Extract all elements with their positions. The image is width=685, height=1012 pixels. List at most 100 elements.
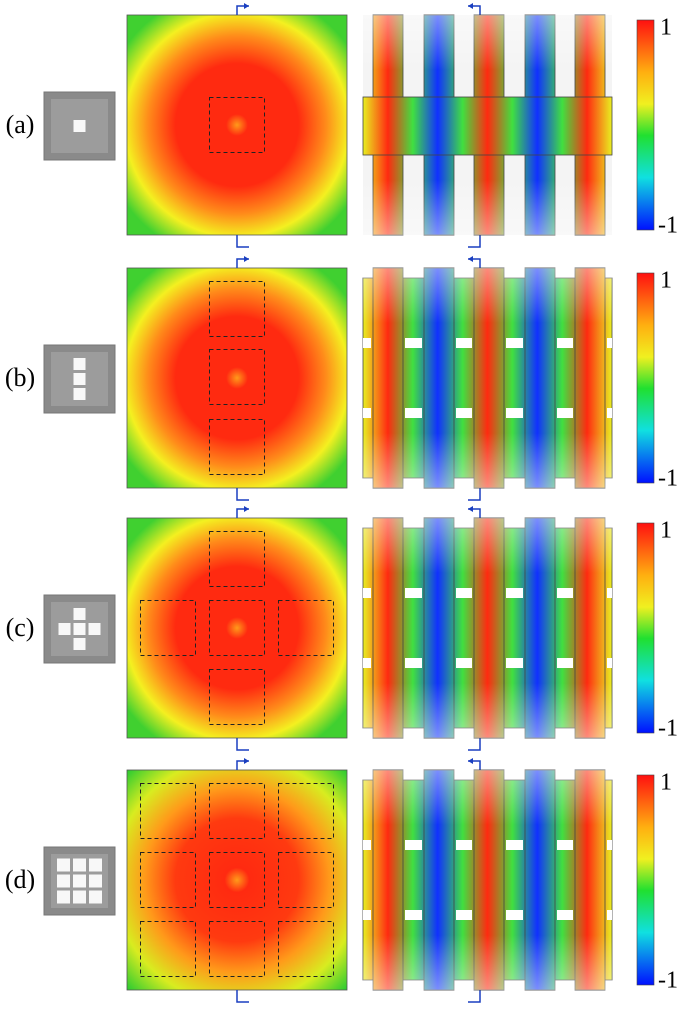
gap bbox=[607, 910, 612, 920]
port-arrow bbox=[236, 760, 249, 770]
gap bbox=[506, 338, 523, 348]
gap bbox=[405, 338, 422, 348]
gap bbox=[557, 658, 573, 668]
gap bbox=[363, 910, 371, 920]
gap bbox=[607, 840, 612, 850]
icon-cell bbox=[73, 623, 86, 635]
icon-cell bbox=[89, 858, 102, 872]
icon-cell bbox=[73, 388, 86, 400]
row: (a) 1 -1 bbox=[6, 3, 678, 248]
fade bbox=[363, 268, 612, 488]
port-arrow bbox=[468, 508, 481, 518]
icon-cell bbox=[73, 874, 86, 888]
gap bbox=[363, 658, 371, 668]
gap bbox=[557, 338, 573, 348]
dashed-box bbox=[209, 783, 265, 839]
colorbar-min: -1 bbox=[658, 213, 678, 239]
colorbar-min: -1 bbox=[658, 716, 678, 742]
row: (b) 1 -1 bbox=[5, 256, 678, 501]
gap bbox=[506, 658, 523, 668]
port-arrow bbox=[236, 990, 249, 1003]
colorbar-max: 1 bbox=[660, 15, 672, 41]
icon-cell bbox=[57, 858, 70, 872]
gap bbox=[557, 910, 573, 920]
port-arrow bbox=[236, 258, 249, 268]
gap bbox=[405, 910, 422, 920]
icon-cell bbox=[73, 608, 86, 620]
row-label: (c) bbox=[6, 613, 35, 642]
gap bbox=[607, 408, 612, 418]
port-arrow bbox=[468, 738, 481, 751]
gap bbox=[405, 408, 422, 418]
colorbar-min: -1 bbox=[658, 466, 678, 492]
icon-cell bbox=[73, 358, 86, 370]
row: (d) 1 -1 bbox=[5, 758, 678, 1003]
gap bbox=[456, 338, 472, 348]
gap bbox=[405, 588, 422, 598]
dashed-box bbox=[209, 852, 265, 908]
gap bbox=[456, 658, 472, 668]
field-map bbox=[126, 769, 348, 991]
colorbar bbox=[636, 272, 655, 484]
dashed-box bbox=[140, 600, 196, 656]
gap bbox=[557, 408, 573, 418]
dashed-box bbox=[209, 97, 265, 153]
gap bbox=[607, 658, 612, 668]
gap bbox=[506, 408, 523, 418]
icon-cell bbox=[73, 638, 86, 650]
port-arrow bbox=[468, 235, 481, 248]
colorbar bbox=[636, 522, 655, 734]
dashed-box bbox=[140, 852, 196, 908]
gap bbox=[456, 840, 472, 850]
colorbar-min: -1 bbox=[658, 968, 678, 994]
fade bbox=[363, 518, 612, 738]
port-arrow bbox=[236, 5, 249, 15]
gap bbox=[607, 588, 612, 598]
gap bbox=[557, 588, 573, 598]
row: (c) 1 -1 bbox=[6, 506, 678, 751]
colorbar bbox=[636, 774, 655, 986]
icon-cell bbox=[57, 874, 70, 888]
port-arrow bbox=[468, 5, 481, 15]
dashed-box bbox=[209, 281, 265, 337]
dashed-box bbox=[278, 600, 334, 656]
port-arrow-head bbox=[468, 256, 473, 262]
row-label: (b) bbox=[5, 363, 35, 392]
gap bbox=[506, 910, 523, 920]
fade bbox=[363, 770, 612, 990]
port-arrow bbox=[236, 235, 249, 248]
gap bbox=[405, 840, 422, 850]
gap bbox=[456, 910, 472, 920]
icon-cell bbox=[73, 120, 86, 132]
field-map bbox=[126, 517, 348, 739]
gap bbox=[557, 840, 573, 850]
dashed-box bbox=[278, 921, 334, 977]
port-arrow-head bbox=[244, 256, 249, 262]
field-map bbox=[126, 14, 348, 236]
port-arrow-head bbox=[468, 3, 473, 9]
icon-cell bbox=[73, 890, 86, 904]
dashed-box bbox=[209, 531, 265, 587]
dashed-box bbox=[209, 600, 265, 656]
gap bbox=[363, 408, 371, 418]
gap bbox=[456, 588, 472, 598]
dashed-box bbox=[278, 783, 334, 839]
colorbar-max: 1 bbox=[660, 268, 672, 294]
gap bbox=[363, 338, 371, 348]
port-arrow-head bbox=[468, 506, 473, 512]
port-arrow bbox=[236, 738, 249, 751]
dashed-box bbox=[140, 921, 196, 977]
gap bbox=[456, 408, 472, 418]
gap bbox=[506, 588, 523, 598]
icon-cell bbox=[57, 890, 70, 904]
port-arrow bbox=[468, 488, 481, 501]
port-arrow bbox=[468, 760, 481, 770]
port-arrow-head bbox=[244, 758, 249, 764]
row-label: (a) bbox=[6, 110, 35, 139]
gap bbox=[363, 840, 371, 850]
port-arrow-head bbox=[468, 758, 473, 764]
icon-cell bbox=[58, 623, 71, 635]
port-arrow bbox=[468, 990, 481, 1003]
field-map bbox=[126, 267, 348, 489]
